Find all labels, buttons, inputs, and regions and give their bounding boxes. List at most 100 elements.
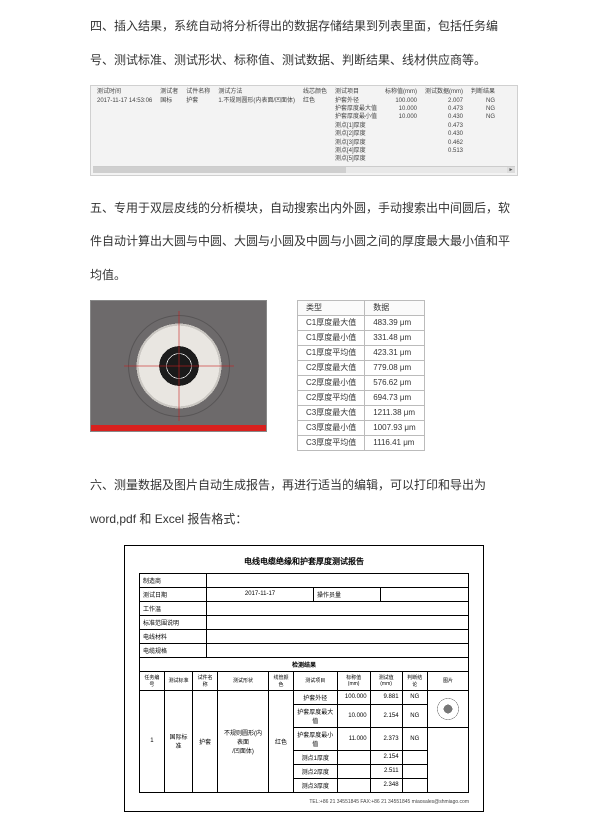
thickness-value: 1007.93 μm	[365, 421, 424, 436]
table1-cell: 100.000	[385, 97, 417, 105]
table1-header: 标称值(mm)	[385, 88, 417, 96]
thickness-value: 576.62 μm	[365, 376, 424, 391]
meta-value	[207, 573, 469, 587]
table-row: C1厚度平均值423.31 μm	[298, 346, 425, 361]
report-section-header: 检测结果	[140, 657, 469, 671]
report-result: NG	[402, 727, 427, 750]
table1-cell: 1.不规则圆形(内表面/凹面体)	[218, 97, 295, 105]
thickness-value: 779.08 μm	[365, 361, 424, 376]
table1-cell: 0.430	[425, 113, 463, 121]
report-footer: TEL:+86 21 34551845 FAX:+86 21 34551845 …	[139, 793, 469, 805]
table-row: C1厚度最小值331.48 μm	[298, 331, 425, 346]
report-col-header: 测试值(mm)	[370, 671, 402, 690]
table1-cell: 国标	[160, 97, 178, 105]
thickness-value: 483.39 μm	[365, 316, 424, 331]
meta-label: 工作温	[140, 601, 207, 615]
table1-cell: 0.462	[425, 139, 463, 147]
thickness-type: C3厚度平均值	[298, 436, 365, 451]
thickness-type: C3厚度最大值	[298, 406, 365, 421]
meta-label: 标准范围说明	[140, 615, 207, 629]
table1-header: 测试数据(mm)	[425, 88, 463, 96]
report-cell: 国际标准	[164, 690, 192, 792]
report-value: 9.881	[370, 690, 402, 704]
report-meta-table: 制造商 测试日期 2017-11-17 操作员量 工作温 标准范围说明 电线材料	[139, 573, 469, 658]
table1-cell: 10.000	[385, 105, 417, 113]
table1-header: 试件名称	[186, 88, 210, 96]
table1-header: 测试时间	[97, 88, 152, 96]
section6-para: 六、测量数据及图片自动生成报告，再进行适当的编辑，可以打印和导出为 word,p…	[90, 469, 518, 536]
report-image-cell	[428, 727, 469, 792]
thickness-type: C1厚度最小值	[298, 331, 365, 346]
report-value: 2.154	[370, 704, 402, 727]
report-nominal: 10.000	[337, 704, 370, 727]
report-value: 2.154	[370, 750, 402, 764]
thickness-value: 331.48 μm	[365, 331, 424, 346]
report-item: 测点3厚度	[293, 778, 337, 792]
report-col-header: 测试项目	[293, 671, 337, 690]
table1-cell: 护套厚度最小值	[335, 113, 377, 121]
table-row: C2厚度平均值694.73 μm	[298, 391, 425, 406]
table1-cell: 2.007	[425, 97, 463, 105]
table1-cell: 护套	[186, 97, 210, 105]
meta-label: 制造商	[140, 573, 207, 587]
table1-cell: 0.430	[425, 130, 463, 138]
table1-cell: 测点[4]厚度	[335, 147, 377, 155]
table1-cell: NG	[471, 105, 495, 113]
thickness-table: 类型 数据 C1厚度最大值483.39 μmC1厚度最小值331.48 μmC1…	[297, 300, 425, 451]
table1-cell: 测点[3]厚度	[335, 139, 377, 147]
result-table-1: 测试时间2017-11-17 14:53:06 测试者国标试件名称护套测试方法1.…	[90, 85, 518, 176]
table1-cell: 0.513	[425, 147, 463, 155]
table1-header: 线芯颜色	[303, 88, 327, 96]
meta-label: 电线材料	[140, 629, 207, 643]
meta-label: 测试日期	[140, 587, 207, 601]
report-cell: 红色	[268, 690, 293, 792]
meta-value	[207, 629, 469, 643]
thickness-type: C2厚度最大值	[298, 361, 365, 376]
report-item: 护套外径	[293, 690, 337, 704]
meta-value	[381, 587, 469, 601]
table1-cell: 红色	[303, 97, 327, 105]
report-body-table: 检测结果 任务编号测试标准试件名称测试形状线管颜色测试项目标称值(mm)测试值(…	[139, 657, 469, 793]
table-row: C3厚度最小值1007.93 μm	[298, 421, 425, 436]
table1-header: 测试者	[160, 88, 178, 96]
scroll-thumb[interactable]	[93, 167, 346, 173]
table1-scrollbar[interactable]: ◄ ►	[93, 166, 515, 173]
scroll-right-icon[interactable]: ►	[507, 167, 515, 173]
report-col-header: 标称值(mm)	[337, 671, 370, 690]
table1-cell: 护套厚度最大值	[335, 105, 377, 113]
meta-value: 2017-11-17	[207, 587, 314, 601]
report-nominal	[337, 750, 370, 764]
report-cell: 1	[140, 690, 165, 792]
table-row: C3厚度最大值1211.38 μm	[298, 406, 425, 421]
report-nominal: 11.000	[337, 727, 370, 750]
report-col-header: 图片	[428, 671, 469, 690]
table1-cell: 测点[1]厚度	[335, 122, 377, 130]
thickness-col-type: 类型	[298, 301, 365, 316]
thickness-col-value: 数据	[365, 301, 424, 316]
table1-cell: NG	[471, 113, 495, 121]
table1-cell: 测点[5]厚度	[335, 155, 377, 163]
report-value: 2.373	[370, 727, 402, 750]
report-result	[402, 778, 427, 792]
report-result	[402, 750, 427, 764]
report-item: 测点2厚度	[293, 764, 337, 778]
table-row: C2厚度最大值779.08 μm	[298, 361, 425, 376]
thickness-value: 1116.41 μm	[365, 436, 424, 451]
thickness-value: 423.31 μm	[365, 346, 424, 361]
section5-para: 五、专用于双层皮线的分析模块，自动搜索出内外圆，手动搜索出中间圆后，软件自动计算…	[90, 192, 518, 293]
table1-cell: 2017-11-17 14:53:06	[97, 97, 152, 105]
thickness-type: C2厚度最小值	[298, 376, 365, 391]
table1-header: 测试方法	[218, 88, 295, 96]
report-col-header: 试件名称	[193, 671, 218, 690]
meta-value	[207, 643, 469, 657]
table-row: C1厚度最大值483.39 μm	[298, 316, 425, 331]
crosshair-v	[178, 311, 179, 421]
table1-cell: 护套外径	[335, 97, 377, 105]
report-result	[402, 764, 427, 778]
report-nominal: 100.000	[337, 690, 370, 704]
table-row: 1国际标准护套不规则圆形(内表面/凹面体)红色护套外径100.0009.881N…	[140, 690, 469, 704]
meta-value	[207, 615, 469, 629]
cross-section-image	[90, 300, 267, 432]
thickness-type: C3厚度最小值	[298, 421, 365, 436]
meta-label: 操作员量	[314, 587, 381, 601]
